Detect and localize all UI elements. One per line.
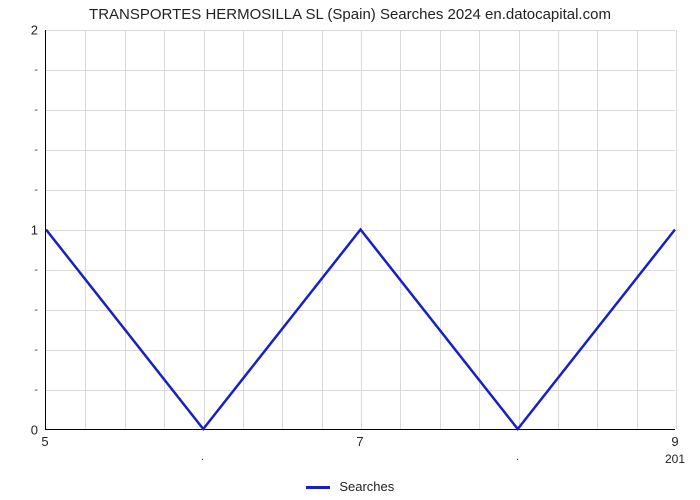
- x-minor-tick: .: [516, 452, 519, 463]
- y-tick-label: 2: [31, 23, 38, 38]
- x-tick-label: 5: [41, 434, 48, 449]
- y-minor-tick: -: [34, 144, 38, 156]
- y-minor-tick: -: [34, 344, 38, 356]
- x-minor-tick: .: [201, 452, 204, 463]
- data-line: [46, 30, 675, 429]
- y-minor-tick: -: [34, 384, 38, 396]
- y-minor-tick: -: [34, 264, 38, 276]
- y-minor-tick: -: [34, 64, 38, 76]
- y-minor-tick: -: [34, 184, 38, 196]
- y-minor-tick: -: [34, 104, 38, 116]
- x-axis-far-label: 201: [665, 452, 685, 466]
- chart-title: TRANSPORTES HERMOSILLA SL (Spain) Search…: [0, 6, 700, 23]
- grid-v-line: [676, 30, 677, 429]
- legend-swatch: [306, 486, 330, 489]
- chart-container: TRANSPORTES HERMOSILLA SL (Spain) Search…: [0, 0, 700, 500]
- legend-label: Searches: [339, 479, 394, 494]
- y-minor-tick: -: [34, 304, 38, 316]
- x-tick-label: 7: [356, 434, 363, 449]
- x-tick-label: 9: [671, 434, 678, 449]
- y-tick-label: 0: [31, 423, 38, 438]
- y-tick-label: 1: [31, 223, 38, 238]
- plot-area: [45, 30, 675, 430]
- legend: Searches: [0, 479, 700, 494]
